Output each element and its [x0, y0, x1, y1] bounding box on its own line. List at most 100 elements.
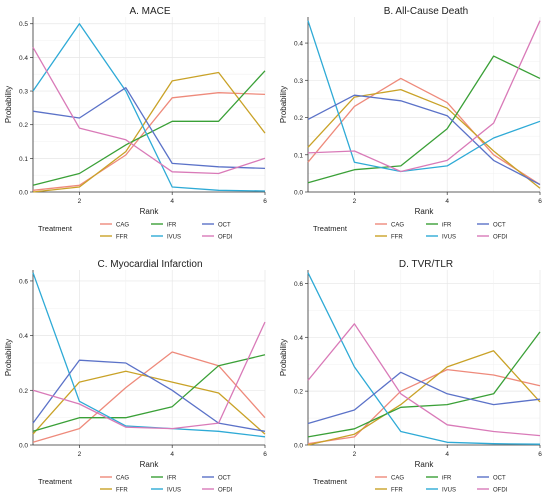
- chart-title: C. Myocardial Infarction: [97, 259, 202, 270]
- legend-item-ivus: IVUS: [167, 487, 181, 493]
- legend-item-ifr: iFR: [167, 475, 177, 481]
- legend-title: Treatment: [313, 224, 348, 233]
- legend-item-ofdi: OFDI: [218, 487, 233, 493]
- series-line-ivus: [32, 23, 266, 192]
- series-line-ofdi: [32, 46, 266, 175]
- y-tick-label: 0.1: [19, 156, 28, 163]
- x-axis-label: Rank: [415, 460, 435, 469]
- legend-item-cag: CAG: [116, 222, 129, 228]
- y-axis-label: Probability: [279, 86, 288, 123]
- legend-item-ifr: iFR: [442, 475, 452, 481]
- series-line-cag: [307, 368, 541, 445]
- x-tick-label: 4: [170, 198, 174, 205]
- y-tick-label: 0.5: [19, 21, 28, 28]
- series-line-ifr: [307, 331, 541, 438]
- y-tick-label: 0.6: [19, 278, 28, 285]
- legend-item-oct: OCT: [218, 222, 231, 228]
- legend-title: Treatment: [38, 224, 73, 233]
- legend-item-cag: CAG: [391, 475, 404, 481]
- legend-item-ivus: IVUS: [442, 234, 456, 240]
- series-line-ffr: [32, 71, 266, 193]
- legend-item-ffr: FFR: [391, 234, 403, 240]
- series-line-cag: [307, 77, 541, 186]
- x-axis-label: Rank: [140, 460, 160, 469]
- legend-item-ofdi: OFDI: [493, 234, 508, 240]
- legend-item-ifr: iFR: [442, 222, 452, 228]
- legend-item-ffr: FFR: [116, 234, 128, 240]
- series-line-ffr: [307, 88, 541, 189]
- legend: Treatment CAG iFR OCT FFR IVUS OFDI: [313, 222, 508, 240]
- legend-item-ffr: FFR: [116, 487, 128, 493]
- y-tick-label: 0.0: [294, 443, 303, 450]
- x-tick-label: 2: [353, 198, 357, 205]
- y-tick-label: 0.1: [294, 152, 303, 159]
- legend-item-ofdi: OFDI: [493, 487, 508, 493]
- legend-title: Treatment: [313, 477, 348, 486]
- legend: Treatment CAG iFR OCT FFR IVUS OFDI: [38, 475, 233, 493]
- grid-lines: [32, 270, 266, 446]
- series-line-oct: [307, 94, 541, 186]
- y-tick-label: 0.3: [294, 78, 303, 85]
- chart-panel-2: B. All-Cause Death 0.0 0.1 0.2 0.3 0.4 2 4 6 Rank…: [279, 6, 542, 240]
- x-tick-label: 6: [538, 198, 542, 205]
- y-tick-label: 0.2: [294, 389, 303, 396]
- grid-lines: [32, 17, 266, 193]
- series-line-ifr: [32, 354, 266, 432]
- x-tick-label: 2: [78, 451, 82, 458]
- y-tick-label: 0.4: [294, 335, 303, 342]
- legend-item-ffr: FFR: [391, 487, 403, 493]
- series-line-oct: [307, 371, 541, 425]
- series-line-ifr: [32, 70, 266, 186]
- legend-title: Treatment: [38, 477, 73, 486]
- series-line-ofdi: [307, 20, 541, 173]
- x-tick-label: 6: [538, 451, 542, 458]
- legend-item-ofdi: OFDI: [218, 234, 233, 240]
- grid-lines: [307, 270, 541, 446]
- y-tick-label: 0.4: [19, 333, 28, 340]
- y-tick-label: 0.0: [294, 190, 303, 197]
- series-line-ivus: [307, 20, 541, 173]
- x-tick-label: 4: [445, 198, 449, 205]
- y-tick-label: 0.2: [294, 115, 303, 122]
- y-axis-label: Probability: [4, 86, 13, 123]
- series-line-ofdi: [307, 323, 541, 437]
- legend-item-oct: OCT: [218, 475, 231, 481]
- y-tick-label: 0.2: [19, 122, 28, 129]
- x-axis-label: Rank: [140, 207, 160, 216]
- chart-title: B. All-Cause Death: [384, 6, 469, 17]
- series-line-ffr: [307, 350, 541, 446]
- chart-panel-3: C. Myocardial Infarction 0.0 0.2 0.4 0.6 2 4 6 R…: [4, 259, 267, 493]
- legend: Treatment CAG iFR OCT FFR IVUS OFDI: [313, 475, 508, 493]
- series-line-oct: [32, 359, 266, 432]
- x-tick-label: 6: [263, 198, 267, 205]
- y-axis-label: Probability: [4, 339, 13, 376]
- x-tick-label: 4: [170, 451, 174, 458]
- chart-panel-4: D. TVR/TLR 0.0 0.2 0.4 0.6 2 4 6 Rank Probability…: [279, 259, 542, 493]
- y-tick-label: 0.4: [19, 55, 28, 62]
- chart-title: D. TVR/TLR: [399, 259, 453, 270]
- y-tick-label: 0.3: [19, 89, 28, 96]
- series-line-oct: [32, 87, 266, 170]
- legend-item-ivus: IVUS: [442, 487, 456, 493]
- x-tick-label: 2: [78, 198, 82, 205]
- x-tick-label: 4: [445, 451, 449, 458]
- legend-item-cag: CAG: [116, 475, 129, 481]
- series-line-ivus: [307, 272, 541, 445]
- legend: Treatment CAG iFR OCT FFR IVUS OFDI: [38, 222, 233, 240]
- x-tick-label: 6: [263, 451, 267, 458]
- series-line-ifr: [307, 55, 541, 184]
- legend-item-ivus: IVUS: [167, 234, 181, 240]
- legend-item-oct: OCT: [493, 222, 506, 228]
- y-tick-label: 0.4: [294, 41, 303, 48]
- x-axis-label: Rank: [415, 207, 435, 216]
- y-tick-label: 0.0: [19, 443, 28, 450]
- legend-item-ifr: iFR: [167, 222, 177, 228]
- y-tick-label: 0.6: [294, 281, 303, 288]
- chart-title: A. MACE: [129, 6, 170, 17]
- legend-item-cag: CAG: [391, 222, 404, 228]
- series-line-cag: [32, 351, 266, 443]
- series-line-ofdi: [32, 321, 266, 430]
- chart-panel-1: A. MACE 0.0 0.1 0.2 0.3 0.4 0.5 2 4 6 Rank Probabil…: [4, 6, 267, 240]
